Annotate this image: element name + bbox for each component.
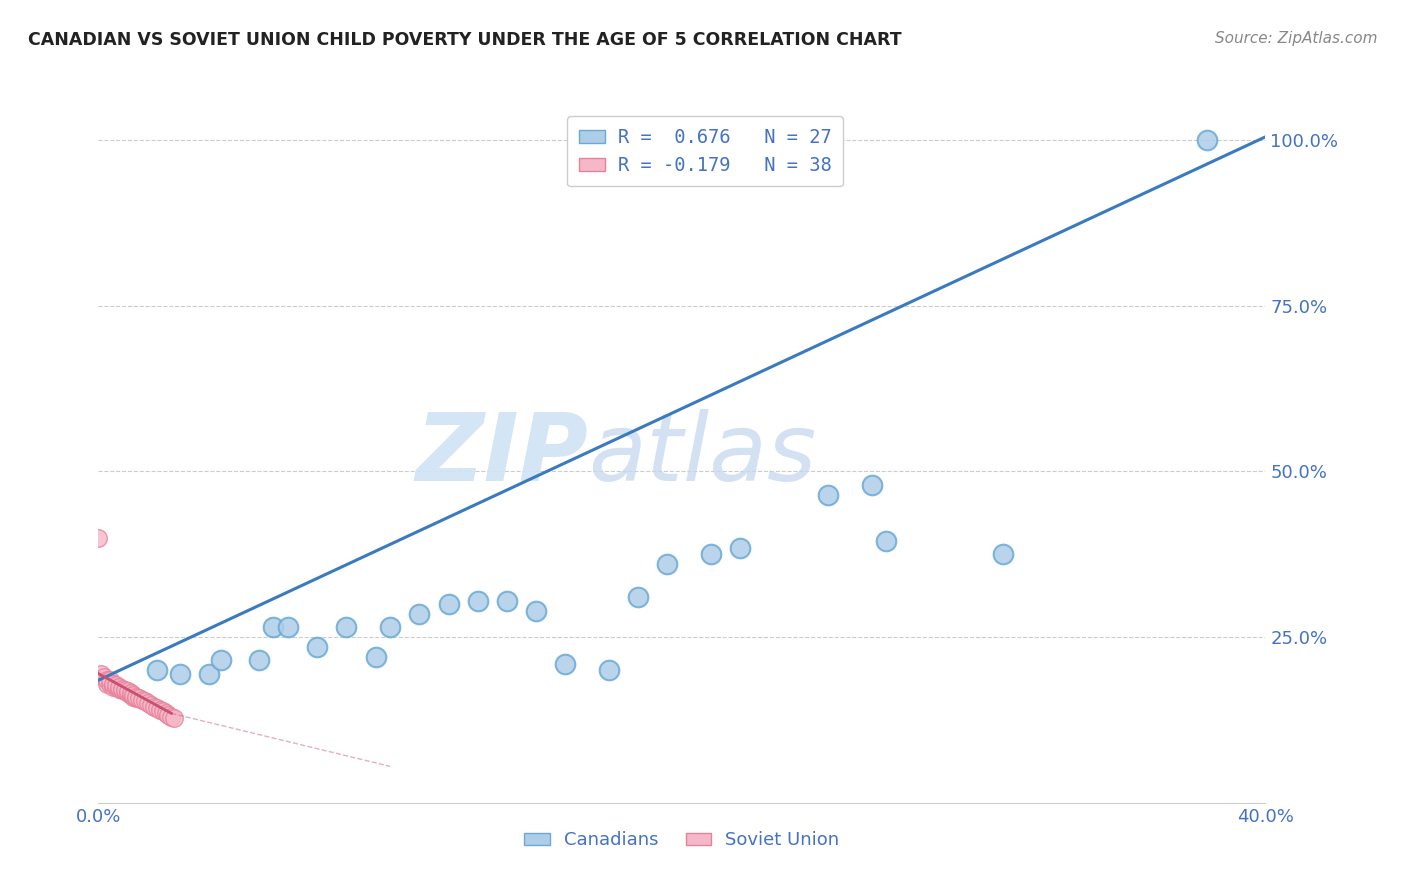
Point: [163, 711, 186, 725]
Point: [335, 620, 357, 634]
Point: [700, 547, 723, 561]
Point: [408, 607, 430, 621]
Point: [96, 673, 118, 688]
Point: [152, 704, 174, 718]
Text: ZIP: ZIP: [416, 409, 589, 501]
Point: [277, 620, 299, 634]
Point: [120, 686, 142, 700]
Point: [117, 684, 139, 698]
Point: [657, 558, 679, 572]
Legend: Canadians, Soviet Union: Canadians, Soviet Union: [517, 824, 846, 856]
Point: [437, 597, 460, 611]
Text: CANADIAN VS SOVIET UNION CHILD POVERTY UNDER THE AGE OF 5 CORRELATION CHART: CANADIAN VS SOVIET UNION CHILD POVERTY U…: [28, 31, 901, 49]
Point: [198, 666, 221, 681]
Point: [730, 541, 752, 555]
Point: [122, 690, 145, 704]
Point: [209, 653, 232, 667]
Point: [139, 698, 162, 712]
Point: [875, 534, 897, 549]
Point: [101, 676, 124, 690]
Point: [90, 666, 112, 681]
Point: [93, 670, 115, 684]
Point: [169, 666, 191, 681]
Point: [146, 663, 169, 677]
Point: [160, 709, 183, 723]
Point: [860, 477, 883, 491]
Point: [157, 708, 180, 723]
Point: [104, 678, 127, 692]
Point: [554, 657, 576, 671]
Point: [262, 620, 284, 634]
Point: [136, 697, 159, 711]
Point: [380, 620, 402, 634]
Point: [87, 531, 110, 545]
Point: [131, 693, 153, 707]
Point: [114, 684, 136, 698]
Point: [247, 653, 270, 667]
Point: [117, 686, 139, 700]
Point: [364, 650, 387, 665]
Point: [114, 683, 136, 698]
Text: atlas: atlas: [589, 409, 817, 500]
Point: [496, 593, 519, 607]
Point: [98, 676, 121, 690]
Point: [1195, 133, 1218, 147]
Point: [467, 593, 489, 607]
Point: [108, 680, 131, 694]
Point: [134, 694, 156, 708]
Point: [111, 681, 134, 696]
Point: [155, 706, 177, 721]
Point: [125, 691, 148, 706]
Point: [149, 703, 172, 717]
Point: [146, 701, 169, 715]
Point: [524, 604, 547, 618]
Point: [128, 691, 150, 706]
Point: [991, 547, 1014, 561]
Text: Source: ZipAtlas.com: Source: ZipAtlas.com: [1215, 31, 1378, 46]
Point: [96, 676, 118, 690]
Point: [627, 591, 650, 605]
Point: [142, 699, 165, 714]
Point: [120, 689, 142, 703]
Point: [104, 680, 127, 694]
Point: [98, 673, 121, 688]
Point: [598, 663, 620, 677]
Point: [125, 690, 148, 704]
Point: [122, 689, 145, 703]
Point: [101, 680, 124, 694]
Point: [111, 683, 134, 698]
Point: [817, 488, 839, 502]
Point: [108, 681, 131, 696]
Point: [307, 640, 329, 654]
